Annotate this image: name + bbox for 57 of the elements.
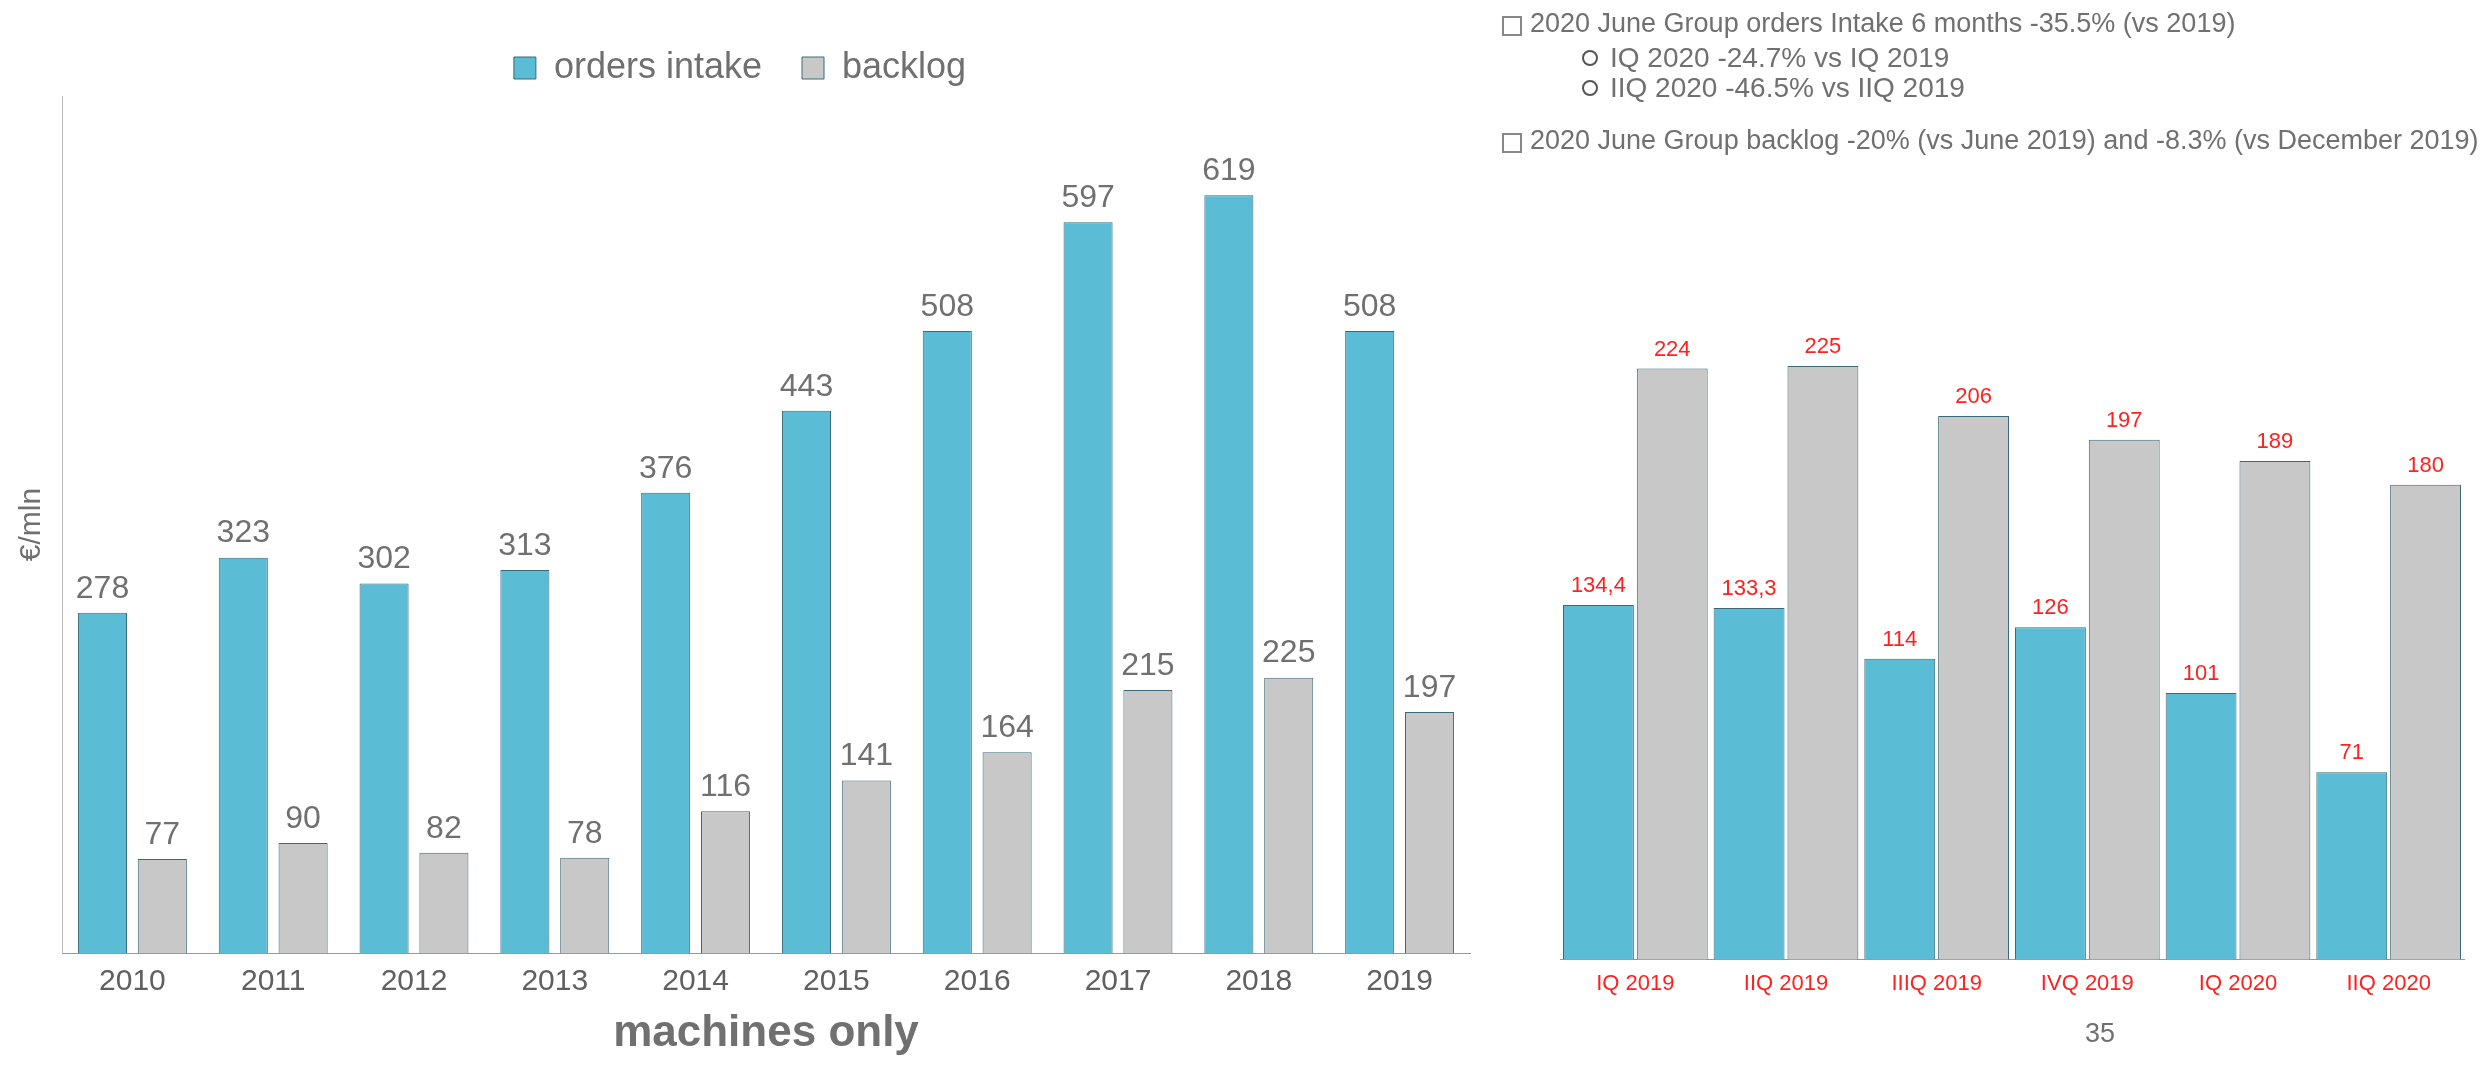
legend-label: orders intake bbox=[553, 44, 763, 86]
x-tick-label: 2019 bbox=[1366, 963, 1433, 997]
data-label: 376 bbox=[638, 448, 693, 485]
data-label: 443 bbox=[779, 366, 834, 403]
data-label: 141 bbox=[839, 736, 894, 773]
text: 35 bbox=[2085, 1018, 2116, 1049]
data-label: 302 bbox=[357, 539, 411, 576]
data-label: 134,4 bbox=[1570, 572, 1626, 598]
data-label: 164 bbox=[980, 708, 1034, 745]
y-axis-title: €/mln bbox=[13, 487, 47, 562]
data-label: 197 bbox=[1402, 667, 1457, 704]
x-tick-label: 2015 bbox=[803, 963, 870, 997]
x-tick-label: 2013 bbox=[521, 963, 589, 997]
text: 2020 June Group backlog -20% (vs June 2019) and -8.3% (vs December 2019) bbox=[1530, 125, 2479, 156]
data-label: 116 bbox=[700, 766, 752, 803]
data-label: 82 bbox=[426, 808, 462, 845]
data-label: 71 bbox=[2339, 739, 2364, 765]
data-label: 597 bbox=[1061, 177, 1115, 214]
x-axis-title: machines only bbox=[613, 1005, 920, 1055]
data-label: 206 bbox=[1955, 383, 1992, 409]
data-label: 126 bbox=[2032, 594, 2069, 620]
x-tick-label: 2017 bbox=[1084, 963, 1152, 997]
text: IIQ 2020 -46.5% vs IIQ 2019 bbox=[1610, 72, 1965, 104]
x-tick-label: IIQ 2020 bbox=[2346, 969, 2431, 995]
x-tick-label: 2016 bbox=[943, 963, 1011, 997]
data-label: 90 bbox=[285, 798, 321, 835]
x-tick-label: 2012 bbox=[380, 963, 448, 997]
data-label: 323 bbox=[216, 513, 270, 550]
x-tick-label: IIQ 2019 bbox=[1743, 969, 1829, 995]
data-label: 77 bbox=[144, 814, 181, 851]
data-label: 189 bbox=[2256, 428, 2294, 453]
data-label: 78 bbox=[566, 813, 603, 850]
x-tick-label: IQ 2019 bbox=[1596, 969, 1675, 995]
data-label: 225 bbox=[1804, 333, 1842, 359]
data-label: 101 bbox=[2182, 660, 2220, 686]
x-tick-label: IQ 2020 bbox=[2198, 969, 2278, 995]
x-tick-label: 2011 bbox=[240, 963, 306, 997]
data-label: 278 bbox=[75, 568, 130, 605]
data-label: 180 bbox=[2407, 451, 2444, 477]
x-tick-label: 2010 bbox=[99, 963, 166, 997]
data-label: 619 bbox=[1202, 151, 1256, 188]
x-tick-label: IIIQ 2019 bbox=[1891, 969, 1982, 995]
x-tick-label: IVQ 2019 bbox=[2040, 969, 2134, 995]
legend-label: backlog bbox=[842, 44, 967, 86]
data-label: 508 bbox=[920, 286, 974, 323]
data-label: 215 bbox=[1121, 645, 1175, 682]
data-label: 114 bbox=[1882, 625, 1918, 651]
data-label: 133,3 bbox=[1721, 574, 1777, 600]
data-label: 313 bbox=[498, 525, 552, 562]
data-label: 508 bbox=[1342, 286, 1397, 323]
data-label: 224 bbox=[1653, 335, 1691, 361]
x-tick-label: 2014 bbox=[662, 963, 729, 997]
data-label: 225 bbox=[1262, 633, 1316, 670]
text: 2020 June Group orders Intake 6 months -35.5% (vs 2019) bbox=[1530, 8, 2236, 39]
x-tick-label: 2018 bbox=[1225, 963, 1293, 997]
text: IQ 2020 -24.7% vs IQ 2019 bbox=[1610, 42, 1950, 74]
data-label: 197 bbox=[2105, 406, 2143, 432]
